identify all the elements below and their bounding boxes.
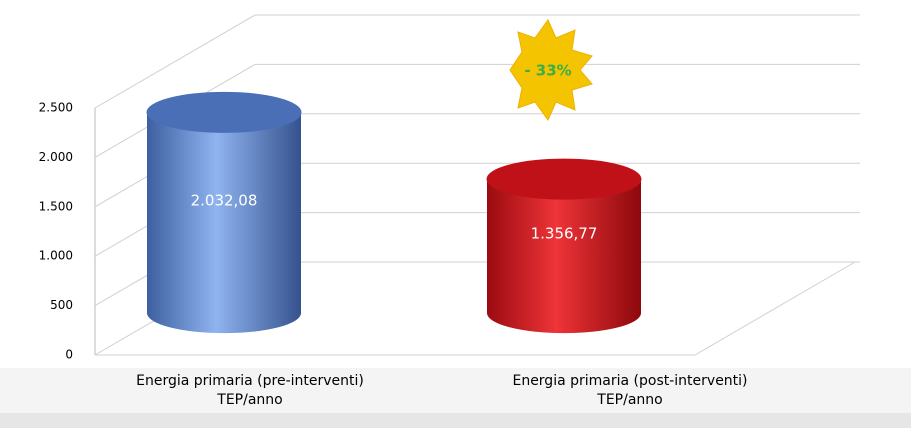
cylinder bbox=[487, 179, 641, 334]
x-tick-label: Energia primaria (post-interventi) bbox=[512, 373, 747, 389]
starburst bbox=[509, 19, 593, 121]
value-label: 1.356,77 bbox=[531, 225, 598, 243]
y-tick-label: 500 bbox=[50, 298, 73, 312]
cylinder-top bbox=[486, 158, 642, 200]
value-label: 2.032,08 bbox=[191, 191, 258, 209]
cylinder-top bbox=[146, 91, 302, 133]
y-tick-label: 1.500 bbox=[39, 199, 73, 213]
x-tick-label: TEP/anno bbox=[596, 392, 662, 408]
y-tick-label: 1.000 bbox=[39, 249, 73, 263]
floor bbox=[95, 261, 856, 356]
y-tick-label: 2.500 bbox=[39, 101, 73, 115]
cylinder bbox=[147, 112, 301, 334]
y-tick-label: 2.000 bbox=[39, 150, 73, 164]
grid-line bbox=[94, 14, 860, 109]
footer-band bbox=[0, 413, 911, 428]
x-tick-label: Energia primaria (pre-interventi) bbox=[136, 373, 364, 389]
annotation: - 33% bbox=[524, 62, 571, 80]
y-tick-label: 0 bbox=[65, 348, 73, 362]
x-tick-label: TEP/anno bbox=[216, 392, 282, 408]
